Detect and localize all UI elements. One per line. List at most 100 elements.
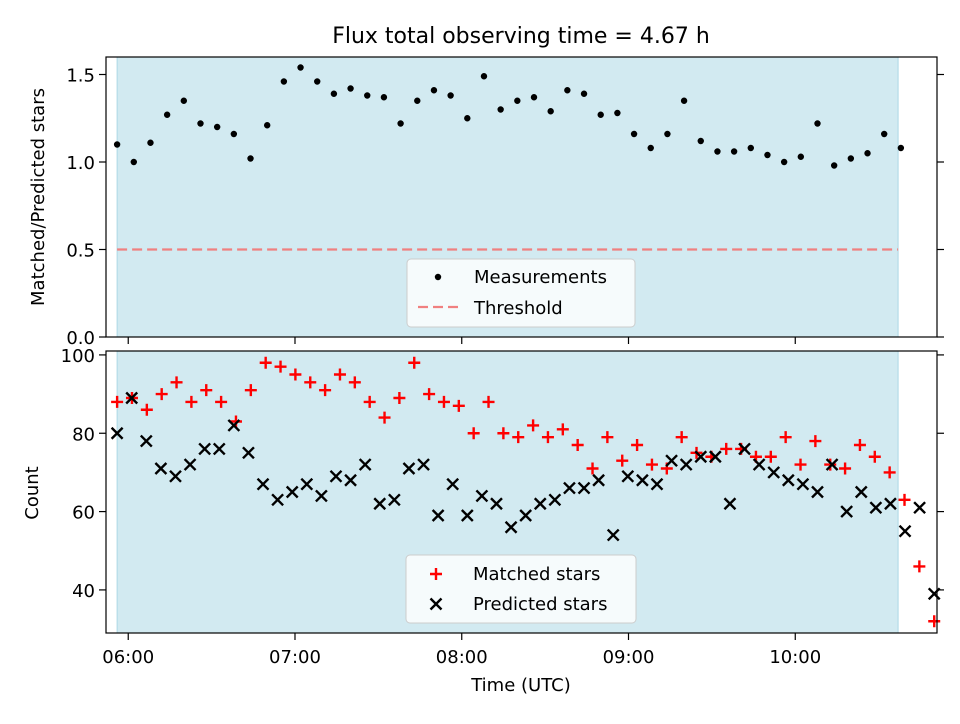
legend-measurement-marker (434, 273, 442, 281)
predicted-star-point (315, 489, 328, 503)
x-tick-label: 06:00 (102, 647, 154, 668)
top-panel: 0.0 0.5 1.0 1.5 Measurements Threshold (66, 56, 944, 349)
legend-predicted-marker (429, 597, 443, 611)
matched-star-point (824, 458, 837, 471)
matched-star-point (259, 356, 272, 369)
predicted-star-point (884, 497, 897, 511)
predicted-star-point (242, 446, 255, 460)
measurement-point (414, 97, 421, 104)
predicted-star-point (577, 481, 591, 495)
matched-star-point (378, 411, 391, 424)
predicted-star-point (621, 469, 635, 483)
measurement-point (464, 115, 471, 122)
predicted-star-point (227, 419, 241, 432)
predicted-star-point (285, 485, 299, 499)
measurement-point (847, 155, 855, 162)
measurement-point (163, 111, 171, 118)
predicted-star-point (592, 473, 605, 487)
measurement-point (864, 150, 871, 157)
measurement-point (347, 85, 354, 92)
legend-matched-marker (430, 568, 442, 580)
predicted-star-point (913, 501, 926, 515)
predicted-star-point (417, 458, 430, 471)
measurement-point (630, 130, 638, 138)
measurement-point (280, 78, 288, 85)
matched-star-point (170, 376, 183, 389)
predicted-star-point (738, 442, 751, 456)
matched-star-point (631, 439, 644, 451)
matched-star-point (868, 450, 881, 463)
predicted-star-point (752, 458, 766, 471)
predicted-star-point (606, 528, 620, 542)
y-tick-label: 80 (72, 424, 95, 445)
y-tick-label: 0.0 (66, 328, 95, 349)
measurement-point (564, 87, 571, 94)
measurement-point (213, 123, 221, 131)
predicted-star-point (811, 485, 824, 499)
legend-matched-label: Matched stars (473, 564, 600, 585)
predicted-star-point (139, 434, 153, 448)
predicted-star-point (490, 497, 503, 511)
measurement-point (380, 94, 388, 101)
legend-box (406, 258, 636, 328)
measurement-point (514, 97, 521, 104)
predicted-star-point (271, 493, 284, 507)
predicted-star-point (694, 450, 708, 464)
bottom-legend: Matched stars Predicted stars (405, 554, 637, 624)
matched-star-point (244, 384, 257, 397)
matched-star-point (304, 376, 317, 389)
matched-star-point (839, 462, 852, 475)
matched-star-point (794, 458, 807, 471)
matched-star-point (764, 450, 777, 463)
predicted-star-point (358, 458, 372, 471)
predicted-star-point (869, 501, 883, 515)
matched-star-point (809, 435, 822, 448)
predicted-star-point (329, 469, 343, 483)
measurement-point (747, 144, 754, 152)
predicted-star-point (256, 477, 270, 491)
matched-star-point (437, 395, 450, 408)
measurement-point (647, 144, 654, 152)
predicted-star-point (169, 469, 182, 483)
matched-star-point (645, 458, 658, 471)
measurement-point (364, 92, 371, 99)
measurement-point (664, 130, 671, 138)
predicted-star-point (636, 473, 649, 487)
legend-predicted-label: Predicted stars (473, 594, 607, 615)
measurement-point (697, 137, 704, 145)
predicted-star-point (650, 477, 664, 491)
measurement-point (797, 153, 805, 160)
predicted-star-point (125, 391, 139, 405)
measurement-point (314, 78, 321, 85)
measurement-point (430, 87, 438, 94)
matched-star-point (913, 560, 926, 573)
predicted-star-point (446, 477, 460, 491)
chart-title: Flux total observing time = 4.67 h (332, 24, 710, 49)
bottom-axes-frame (105, 350, 938, 634)
bottom-y-axis-label: Count (22, 466, 43, 519)
matched-star-point (883, 466, 896, 479)
matched-star-point (319, 384, 332, 397)
predicted-star-point (563, 481, 576, 495)
measurement-point (147, 139, 154, 146)
predicted-star-point (898, 524, 912, 538)
matched-star-point (541, 431, 554, 444)
matched-star-point (348, 376, 361, 389)
matched-star-point (556, 423, 569, 436)
predicted-star-point (460, 509, 474, 522)
matched-star-point (289, 368, 302, 381)
predicted-star-point (665, 454, 678, 468)
measurement-point (780, 158, 788, 166)
measurement-point (180, 97, 188, 104)
predicted-star-point (840, 505, 854, 518)
y-tick-label: 0.5 (66, 241, 95, 262)
predicted-star-point (854, 485, 868, 499)
predicted-star-point (825, 458, 839, 471)
matched-star-point (571, 439, 584, 451)
y-tick-label: 1.5 (66, 66, 95, 87)
measurement-point (230, 130, 238, 138)
matched-star-point (229, 415, 242, 428)
legend-box (405, 554, 637, 624)
y-tick-label: 100 (61, 346, 95, 367)
